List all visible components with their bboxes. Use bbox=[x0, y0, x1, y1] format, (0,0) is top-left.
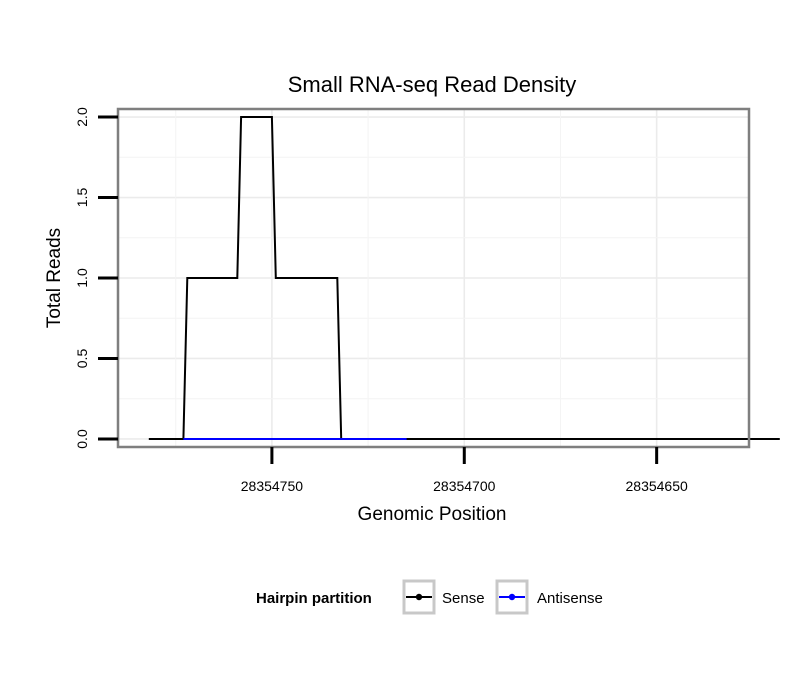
legend-label-sense: Sense bbox=[442, 590, 485, 607]
y-tick-label-0: 0.0 bbox=[74, 429, 90, 449]
y-tick-label-4: 2.0 bbox=[74, 107, 90, 127]
x-axis-title: Genomic Position bbox=[358, 504, 507, 525]
x-tick-label-0: 28354750 bbox=[241, 478, 304, 494]
x-tick-label-1: 28354700 bbox=[433, 478, 496, 494]
plot-area bbox=[116, 107, 780, 449]
y-tick-label-3: 1.5 bbox=[74, 188, 90, 208]
x-axis: 28354750 28354700 28354650 bbox=[241, 447, 688, 494]
legend-item-sense: Sense bbox=[402, 579, 485, 615]
legend-label-antisense: Antisense bbox=[537, 590, 603, 607]
legend: Hairpin partition Sense Antisense bbox=[256, 579, 603, 615]
legend-item-antisense: Antisense bbox=[495, 579, 603, 615]
y-axis-title: Total Reads bbox=[44, 228, 65, 328]
series-group bbox=[148, 116, 780, 440]
legend-title: Hairpin partition bbox=[256, 590, 372, 607]
y-tick-label-1: 0.5 bbox=[74, 349, 90, 369]
chart-title: Small RNA-seq Read Density bbox=[288, 72, 577, 97]
legend-point-antisense bbox=[508, 593, 516, 601]
y-axis: 0.0 0.5 1.0 1.5 2.0 bbox=[74, 107, 118, 449]
legend-point-sense bbox=[415, 593, 423, 601]
x-tick-label-2: 28354650 bbox=[626, 478, 689, 494]
y-tick-label-2: 1.0 bbox=[74, 268, 90, 288]
